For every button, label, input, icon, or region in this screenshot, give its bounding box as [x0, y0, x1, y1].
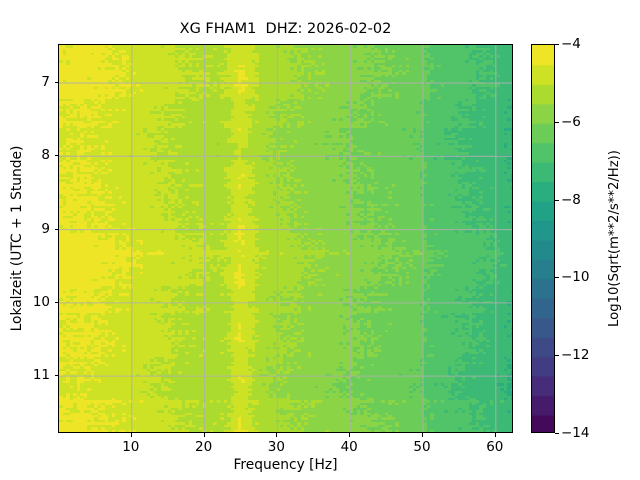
colorbar-tick-label: −12 [561, 347, 590, 364]
colorbar-tick-mark [555, 121, 559, 123]
y-tick-label: 10 [32, 293, 50, 310]
x-tick-label: 60 [486, 439, 504, 455]
colorbar-gradient [532, 45, 554, 432]
colorbar-tick-label: −6 [561, 113, 581, 130]
x-tick-mark [203, 433, 205, 437]
colorbar-tick-mark [555, 199, 559, 201]
y-tick-label: 7 [41, 74, 50, 91]
y-tick-mark [54, 82, 58, 84]
x-tick-mark [349, 433, 351, 437]
y-tick-label: 11 [32, 367, 50, 384]
colorbar-tick-mark [555, 277, 559, 279]
spectrogram-plot-area[interactable] [58, 44, 513, 433]
y-tick-mark [54, 228, 58, 230]
colorbar-tick-mark [555, 44, 559, 45]
colorbar-tick-mark [555, 355, 559, 357]
x-tick-label: 30 [267, 439, 285, 455]
y-tick-mark [54, 375, 58, 377]
colorbar-tick-label: −10 [561, 269, 590, 286]
x-tick-mark [130, 433, 132, 437]
x-tick-mark [276, 433, 278, 437]
y-tick-mark [54, 301, 58, 303]
colorbar-tick-mark [555, 433, 559, 434]
y-tick-label: 8 [41, 147, 50, 164]
y-tick-label: 9 [41, 220, 50, 237]
x-tick-label: 40 [340, 439, 358, 455]
x-tick-mark [422, 433, 423, 437]
y-axis-label: Lokalzeit (UTC + 1 Stunde) [9, 145, 25, 332]
x-tick-label: 50 [413, 439, 431, 455]
colorbar-tick-label: −4 [561, 36, 581, 52]
x-tick-label: 10 [122, 439, 140, 455]
x-tick-mark [494, 433, 496, 437]
colorbar-label: Log10(Sqrt(m**2/s**2/Hz)) [607, 150, 622, 327]
x-tick-label: 20 [195, 439, 213, 455]
y-tick-mark [54, 155, 58, 157]
colorbar-tick-label: −8 [561, 191, 581, 208]
spectrogram-image [59, 45, 512, 432]
x-axis-label: Frequency [Hz] [233, 457, 338, 473]
chart-title: XG FHAM1 DHZ: 2026-02-02 [179, 21, 392, 37]
colorbar-tick-label: −14 [561, 425, 590, 441]
colorbar[interactable] [531, 44, 555, 433]
